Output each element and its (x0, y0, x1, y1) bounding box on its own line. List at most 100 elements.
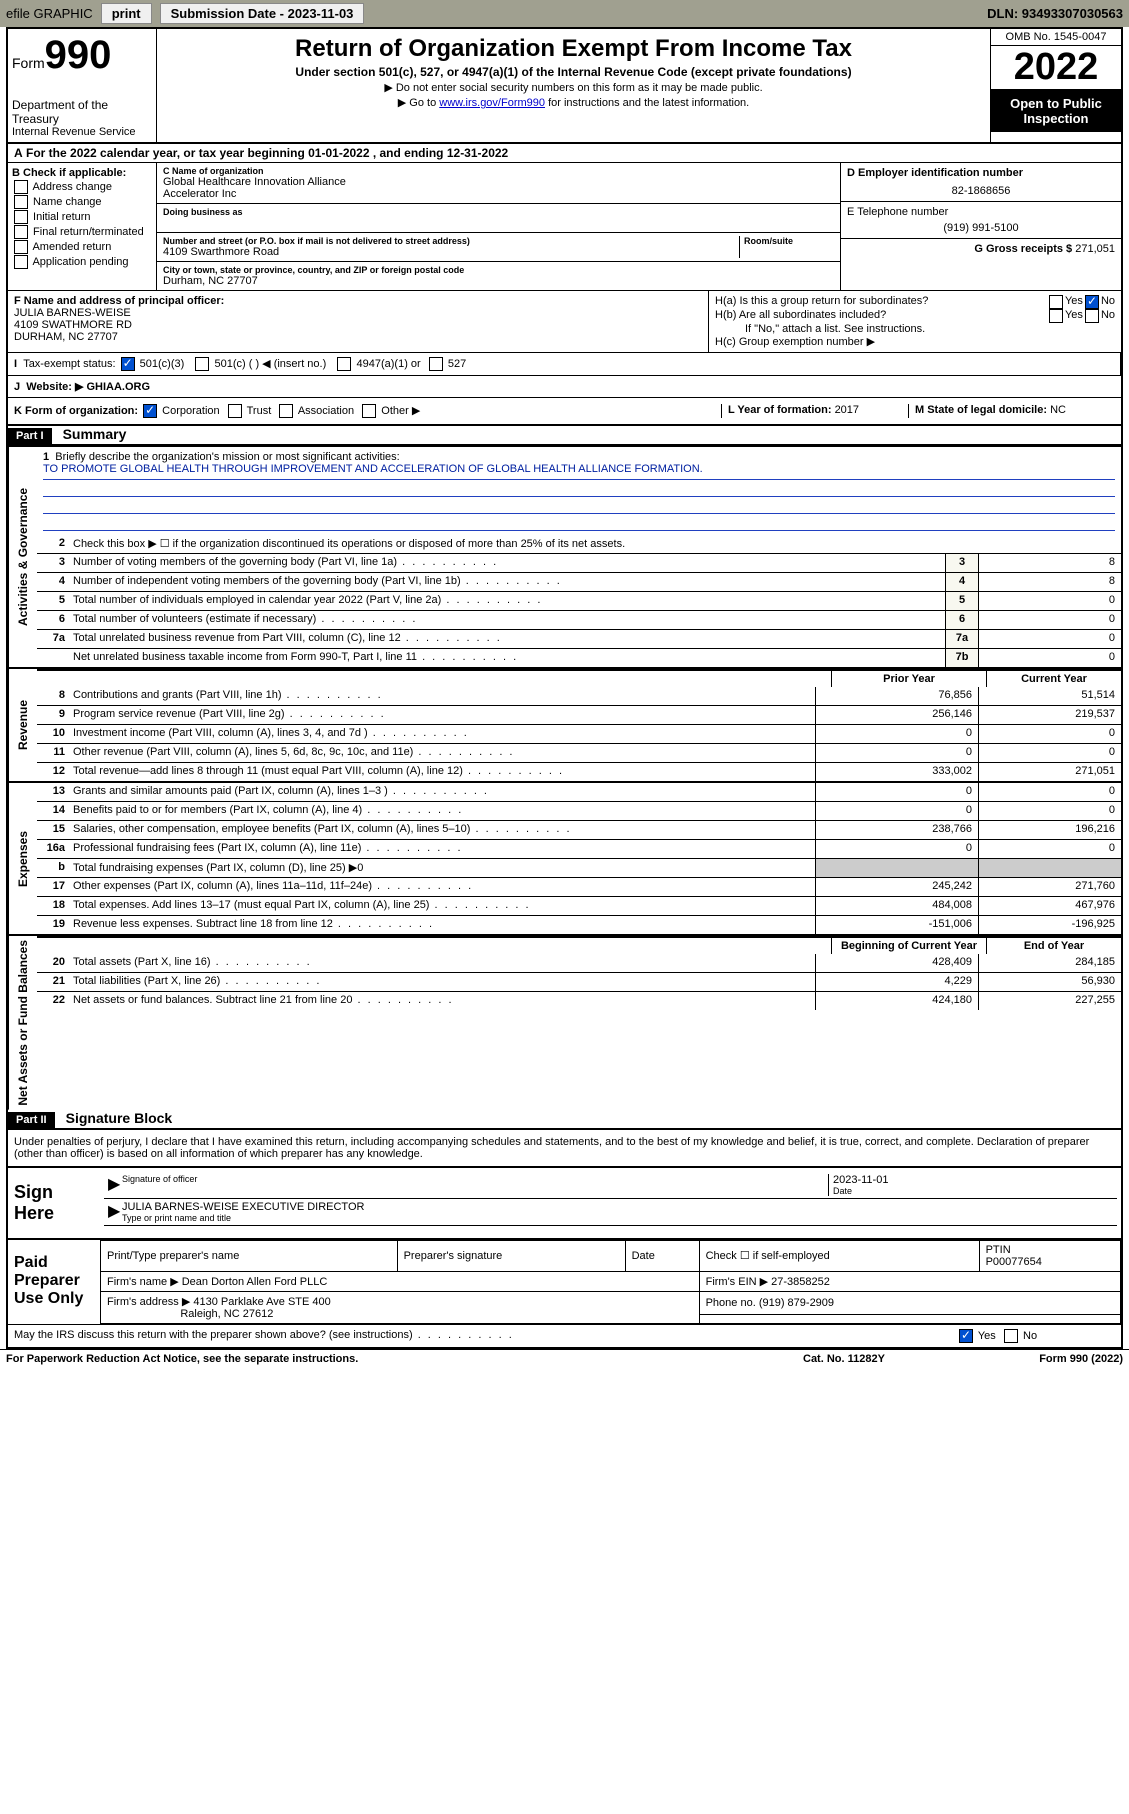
summary-line: 16aProfessional fundraising fees (Part I… (37, 839, 1121, 858)
501c-checkbox[interactable] (195, 357, 209, 371)
prep-selfemp: Check ☐ if self-employed (699, 1240, 979, 1271)
org-name-2: Accelerator Inc (163, 188, 834, 200)
revenue-section: Revenue Prior Year Current Year 8Contrib… (8, 667, 1121, 781)
hb-yes-checkbox[interactable] (1049, 309, 1063, 323)
527-checkbox[interactable] (429, 357, 443, 371)
part2-badge: Part II (8, 1112, 55, 1128)
expenses-section: Expenses 13Grants and similar amounts pa… (8, 781, 1121, 934)
section-fgh: F Name and address of principal officer:… (8, 291, 1121, 353)
sig-date-label: Date (833, 1186, 1113, 1196)
col-f-officer: F Name and address of principal officer:… (8, 291, 709, 352)
officer-label: F Name and address of principal officer: (14, 295, 702, 307)
k-checkbox[interactable] (362, 404, 376, 418)
summary-line: 17Other expenses (Part IX, column (A), l… (37, 877, 1121, 896)
checkbox[interactable] (14, 180, 28, 194)
mission-text: TO PROMOTE GLOBAL HEALTH THROUGH IMPROVE… (43, 463, 1115, 480)
501c3-checkbox[interactable] (121, 357, 135, 371)
header-left: Form990 Department of the Treasury Inter… (8, 29, 157, 142)
ein-value: 82-1868656 (847, 179, 1115, 197)
col-b-item: Name change (12, 195, 152, 209)
footer-left: For Paperwork Reduction Act Notice, see … (6, 1353, 803, 1365)
efile-label: efile GRAPHIC (6, 6, 93, 21)
org-name-label: C Name of organization (163, 166, 834, 176)
summary-line: Net unrelated business taxable income fr… (37, 648, 1121, 667)
form-of-org: K Form of organization: Corporation Trus… (14, 404, 721, 418)
k-checkbox[interactable] (228, 404, 242, 418)
form-title: Return of Organization Exempt From Incom… (167, 35, 980, 63)
side-expenses: Expenses (8, 783, 37, 934)
tax-exempt-row: I Tax-exempt status: 501(c)(3) 501(c) ( … (8, 353, 1121, 375)
city-value: Durham, NC 27707 (163, 275, 834, 287)
ha-yes-checkbox[interactable] (1049, 295, 1063, 309)
firm-phone-cell: Phone no. (919) 879-2909 (699, 1291, 1120, 1314)
hb-note: If "No," attach a list. See instructions… (715, 323, 1115, 335)
part1-badge: Part I (8, 428, 52, 444)
k-checkbox[interactable] (279, 404, 293, 418)
summary-line: 15Salaries, other compensation, employee… (37, 820, 1121, 839)
header-mid: Return of Organization Exempt From Incom… (157, 29, 990, 142)
omb-number: OMB No. 1545-0047 (991, 29, 1121, 46)
netassets-section: Net Assets or Fund Balances Beginning of… (8, 934, 1121, 1110)
side-revenue: Revenue (8, 669, 37, 781)
summary-line: 19Revenue less expenses. Subtract line 1… (37, 915, 1121, 934)
row-a-taxyear: A For the 2022 calendar year, or tax yea… (8, 144, 1121, 163)
print-button[interactable]: print (101, 3, 152, 24)
summary-line: 12Total revenue—add lines 8 through 11 (… (37, 762, 1121, 781)
mayirs-yes-checkbox[interactable] (959, 1329, 973, 1343)
arrow-icon: ▶ (108, 1201, 122, 1223)
end-year-hdr: End of Year (986, 938, 1121, 954)
phone-value: (919) 991-5100 (847, 218, 1115, 234)
footer-right: Form 990 (2022) (983, 1353, 1123, 1365)
irs-link[interactable]: www.irs.gov/Form990 (439, 97, 545, 109)
hc-label: H(c) Group exemption number ▶ (715, 335, 1115, 348)
form-number: 990 (45, 33, 112, 77)
checkbox[interactable] (14, 240, 28, 254)
checkbox[interactable] (14, 195, 28, 209)
form-word: Form (12, 55, 45, 71)
summary-line: 14Benefits paid to or for members (Part … (37, 801, 1121, 820)
row-k: K Form of organization: Corporation Trus… (8, 398, 1121, 426)
col-de: D Employer identification number 82-1868… (841, 163, 1121, 290)
curr-year-hdr: Current Year (986, 671, 1121, 687)
summary-line: 3Number of voting members of the governi… (37, 553, 1121, 572)
side-netassets: Net Assets or Fund Balances (8, 936, 37, 1110)
beg-year-hdr: Beginning of Current Year (831, 938, 986, 954)
website-row: J Website: ▶ GHIAA.ORG (8, 376, 1121, 398)
submission-date-box: Submission Date - 2023-11-03 (160, 3, 365, 24)
form-subtitle: Under section 501(c), 527, or 4947(a)(1)… (167, 65, 980, 79)
prep-sig-hdr: Preparer's signature (397, 1240, 625, 1271)
ha-no-checkbox[interactable] (1085, 295, 1099, 309)
summary-line: 5Total number of individuals employed in… (37, 591, 1121, 610)
state-domicile: M State of legal domicile: NC (908, 404, 1115, 418)
col-h-group: H(a) Is this a group return for subordin… (709, 291, 1121, 352)
checkbox[interactable] (14, 210, 28, 224)
summary-line: 11Other revenue (Part VIII, column (A), … (37, 743, 1121, 762)
summary-line: 2Check this box ▶ ☐ if the organization … (37, 535, 1121, 553)
mayirs-no-checkbox[interactable] (1004, 1329, 1018, 1343)
checkbox[interactable] (14, 225, 28, 239)
col-headers-net: Beginning of Current Year End of Year (37, 936, 1121, 954)
checkbox[interactable] (14, 255, 28, 269)
4947-checkbox[interactable] (337, 357, 351, 371)
sig-name: JULIA BARNES-WEISE EXECUTIVE DIRECTOR (122, 1201, 1113, 1213)
sig-name-label: Type or print name and title (122, 1213, 1113, 1223)
part2-title: Signature Block (58, 1108, 181, 1128)
year-formation: L Year of formation: 2017 (721, 404, 908, 418)
k-checkbox[interactable] (143, 404, 157, 418)
street-label: Number and street (or P.O. box if mail i… (163, 236, 739, 246)
firm-name-cell: Firm's name ▶ Dean Dorton Allen Ford PLL… (101, 1271, 700, 1291)
col-b-item: Final return/terminated (12, 225, 152, 239)
summary-line: 18Total expenses. Add lines 13–17 (must … (37, 896, 1121, 915)
summary-line: 9Program service revenue (Part VIII, lin… (37, 705, 1121, 724)
summary-line: 21Total liabilities (Part X, line 26)4,2… (37, 972, 1121, 991)
officer-addr2: DURHAM, NC 27707 (14, 331, 702, 343)
prep-ptin: PTINP00077654 (979, 1240, 1120, 1271)
hb-no-checkbox[interactable] (1085, 309, 1099, 323)
part2-header-row: Part II Signature Block (8, 1110, 1121, 1129)
side-governance: Activities & Governance (8, 447, 37, 667)
mission-q: Briefly describe the organization's miss… (55, 451, 399, 463)
paid-preparer-row: Paid Preparer Use Only Print/Type prepar… (8, 1238, 1121, 1324)
summary-line: 8Contributions and grants (Part VIII, li… (37, 687, 1121, 705)
dept-treasury: Department of the Treasury (12, 98, 152, 126)
prep-name-hdr: Print/Type preparer's name (101, 1240, 398, 1271)
